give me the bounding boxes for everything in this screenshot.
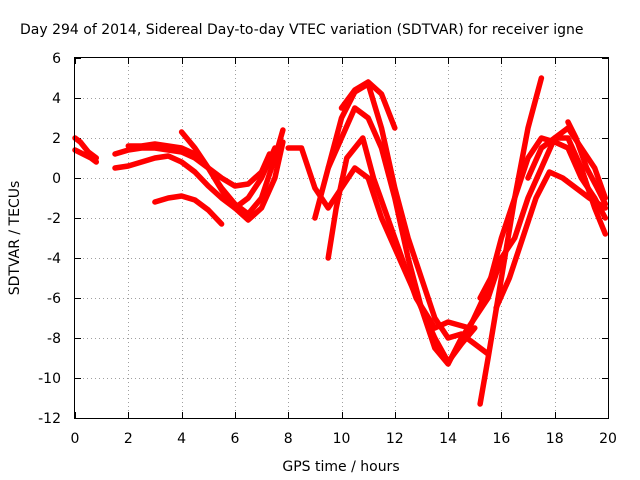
series-arc-10: [338, 79, 398, 131]
series-arc-2: [72, 147, 100, 165]
series-arc-12: [325, 135, 609, 331]
series-arc-1: [72, 135, 100, 161]
x-tick-label: 10: [333, 431, 351, 447]
y-tick-label: 0: [52, 171, 61, 187]
y-tick-label: -6: [47, 291, 61, 307]
y-tick-label: 6: [52, 51, 61, 67]
x-tick-label: 4: [177, 431, 186, 447]
series-arc-13: [477, 75, 545, 407]
y-tick-labels: -12 -10 -8 -6 -4 -2 0 2 4 6: [38, 51, 61, 427]
data-series: [72, 75, 609, 407]
x-tick-label: 6: [230, 431, 239, 447]
x-tick-label: 12: [386, 431, 404, 447]
y-tick-label: 2: [52, 131, 61, 147]
series-arc-4: [112, 145, 278, 211]
chart-title: Day 294 of 2014, Sidereal Day-to-day VTE…: [20, 22, 583, 38]
x-axis-label: GPS time / hours: [282, 459, 399, 475]
series-arc-9: [312, 81, 491, 357]
x-tick-labels: 0 2 4 6 8 10 12 14 16 18 20: [71, 431, 617, 447]
y-tick-label: -12: [38, 411, 61, 427]
y-tick-label: 4: [52, 91, 61, 107]
y-tick-label: -2: [47, 211, 61, 227]
x-tick-label: 8: [284, 431, 293, 447]
y-axis-label: SDTVAR / TECUs: [7, 181, 23, 296]
series-arc-6: [178, 129, 286, 223]
plot-frame: [74, 57, 609, 419]
x-tick-label: 16: [492, 431, 510, 447]
x-tick-label: 0: [71, 431, 80, 447]
series-arc-17: [565, 119, 609, 207]
x-tick-label: 14: [439, 431, 457, 447]
y-tick-label: -4: [47, 251, 61, 267]
series-arc-14: [477, 135, 609, 301]
series-arc-15: [493, 169, 609, 311]
y-tick-label: -8: [47, 331, 61, 347]
series-arc-8: [285, 145, 478, 365]
series-arc-7: [152, 193, 225, 227]
y-tick-label: -10: [38, 371, 61, 387]
x-tick-label: 18: [546, 431, 564, 447]
x-tick-label: 2: [124, 431, 133, 447]
x-tick-label: 20: [599, 431, 617, 447]
